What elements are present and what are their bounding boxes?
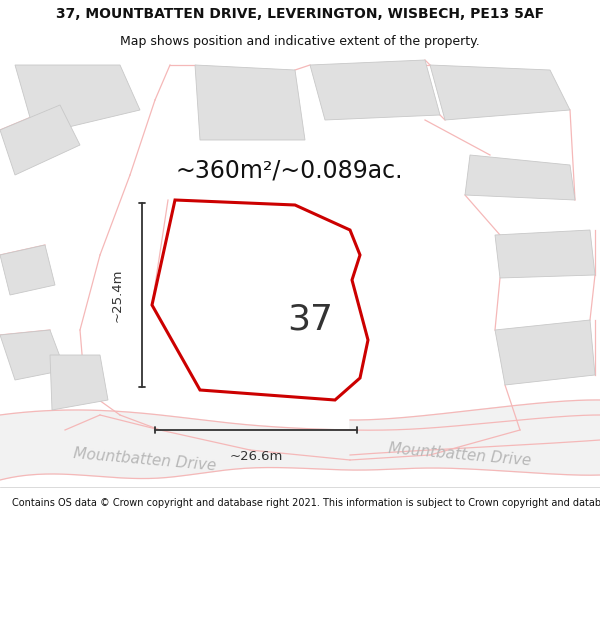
Polygon shape (15, 65, 140, 135)
Text: ~25.4m: ~25.4m (111, 268, 124, 322)
Polygon shape (195, 65, 305, 140)
Polygon shape (465, 155, 575, 200)
Polygon shape (50, 355, 108, 410)
Text: ~26.6m: ~26.6m (229, 450, 283, 463)
Text: Map shows position and indicative extent of the property.: Map shows position and indicative extent… (120, 35, 480, 48)
Polygon shape (495, 320, 595, 385)
Polygon shape (0, 105, 80, 175)
Polygon shape (310, 60, 440, 120)
Text: ~360m²/~0.089ac.: ~360m²/~0.089ac. (175, 158, 403, 182)
Polygon shape (0, 330, 65, 380)
Text: 37, MOUNTBATTEN DRIVE, LEVERINGTON, WISBECH, PE13 5AF: 37, MOUNTBATTEN DRIVE, LEVERINGTON, WISB… (56, 7, 544, 21)
Text: Contains OS data © Crown copyright and database right 2021. This information is : Contains OS data © Crown copyright and d… (12, 498, 600, 508)
Text: Mountbatten Drive: Mountbatten Drive (388, 441, 532, 469)
Text: 37: 37 (287, 303, 333, 337)
Polygon shape (0, 410, 600, 480)
Polygon shape (0, 245, 55, 295)
Polygon shape (430, 65, 570, 120)
Polygon shape (350, 400, 600, 455)
Text: Mountbatten Drive: Mountbatten Drive (73, 446, 217, 474)
Polygon shape (152, 200, 368, 400)
Polygon shape (495, 230, 595, 278)
